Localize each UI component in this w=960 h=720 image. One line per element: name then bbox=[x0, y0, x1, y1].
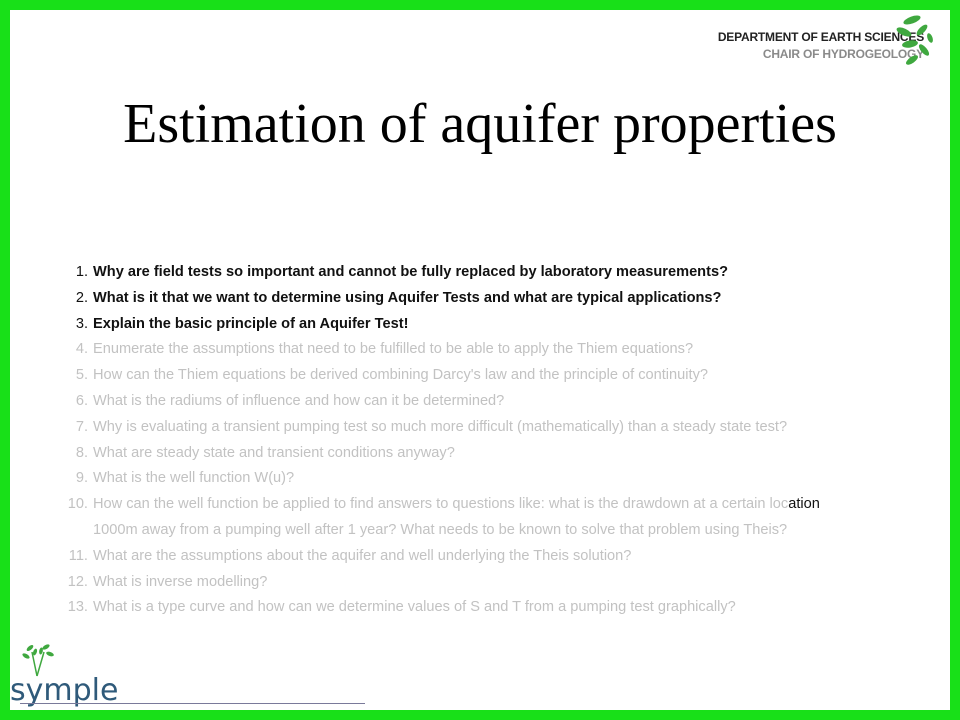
logo-underline bbox=[20, 703, 365, 704]
list-item: 3. Explain the basic principle of an Aqui… bbox=[75, 315, 409, 332]
list-item-continuation: 1000m away from a pumping well after 1 y… bbox=[93, 521, 788, 538]
list-item: 12. What is inverse modelling? bbox=[67, 573, 268, 590]
sprout-icon bbox=[22, 644, 54, 677]
list-item: 7. Why is evaluating a transient pumping … bbox=[75, 418, 788, 435]
list-item: 4. Enumerate the assumptions that need to… bbox=[75, 341, 694, 358]
page-title: Estimation of aquifer properties bbox=[123, 93, 837, 155]
list-item: 5. How can the Thiem equations be derived… bbox=[75, 367, 708, 384]
list-item: 1. Why are field tests so important and c… bbox=[75, 264, 728, 280]
list-item: 10. How can the well function be applied … bbox=[67, 496, 820, 513]
list-item: 13. What is a type curve and how can we d… bbox=[67, 599, 736, 616]
department-name: DEPARTMENT OF EARTH SCIENCES bbox=[717, 30, 924, 44]
list-item: 2. What is it that we want to determine u… bbox=[75, 289, 722, 306]
list-item: 11. What are the assumptions about the aq… bbox=[68, 547, 632, 564]
svg-text:symple: symple bbox=[10, 673, 118, 708]
symple-logo: symple bbox=[10, 644, 118, 708]
slide: DEPARTMENT OF EARTH SCIENCES CHAIR OF HY… bbox=[10, 10, 950, 710]
list-item: 8. What are steady state and transient co… bbox=[75, 444, 455, 461]
list-item: 6. What is the radiums of influence and h… bbox=[75, 392, 505, 409]
list-item: 9. What is the well function W(u)? bbox=[75, 470, 295, 487]
question-list: 1. Why are field tests so important and c… bbox=[55, 260, 950, 621]
leaf-logo-icon bbox=[896, 15, 933, 65]
chair-name: CHAIR OF HYDROGEOLOGY bbox=[762, 47, 924, 61]
department-header: DEPARTMENT OF EARTH SCIENCES CHAIR OF HY… bbox=[718, 29, 924, 63]
